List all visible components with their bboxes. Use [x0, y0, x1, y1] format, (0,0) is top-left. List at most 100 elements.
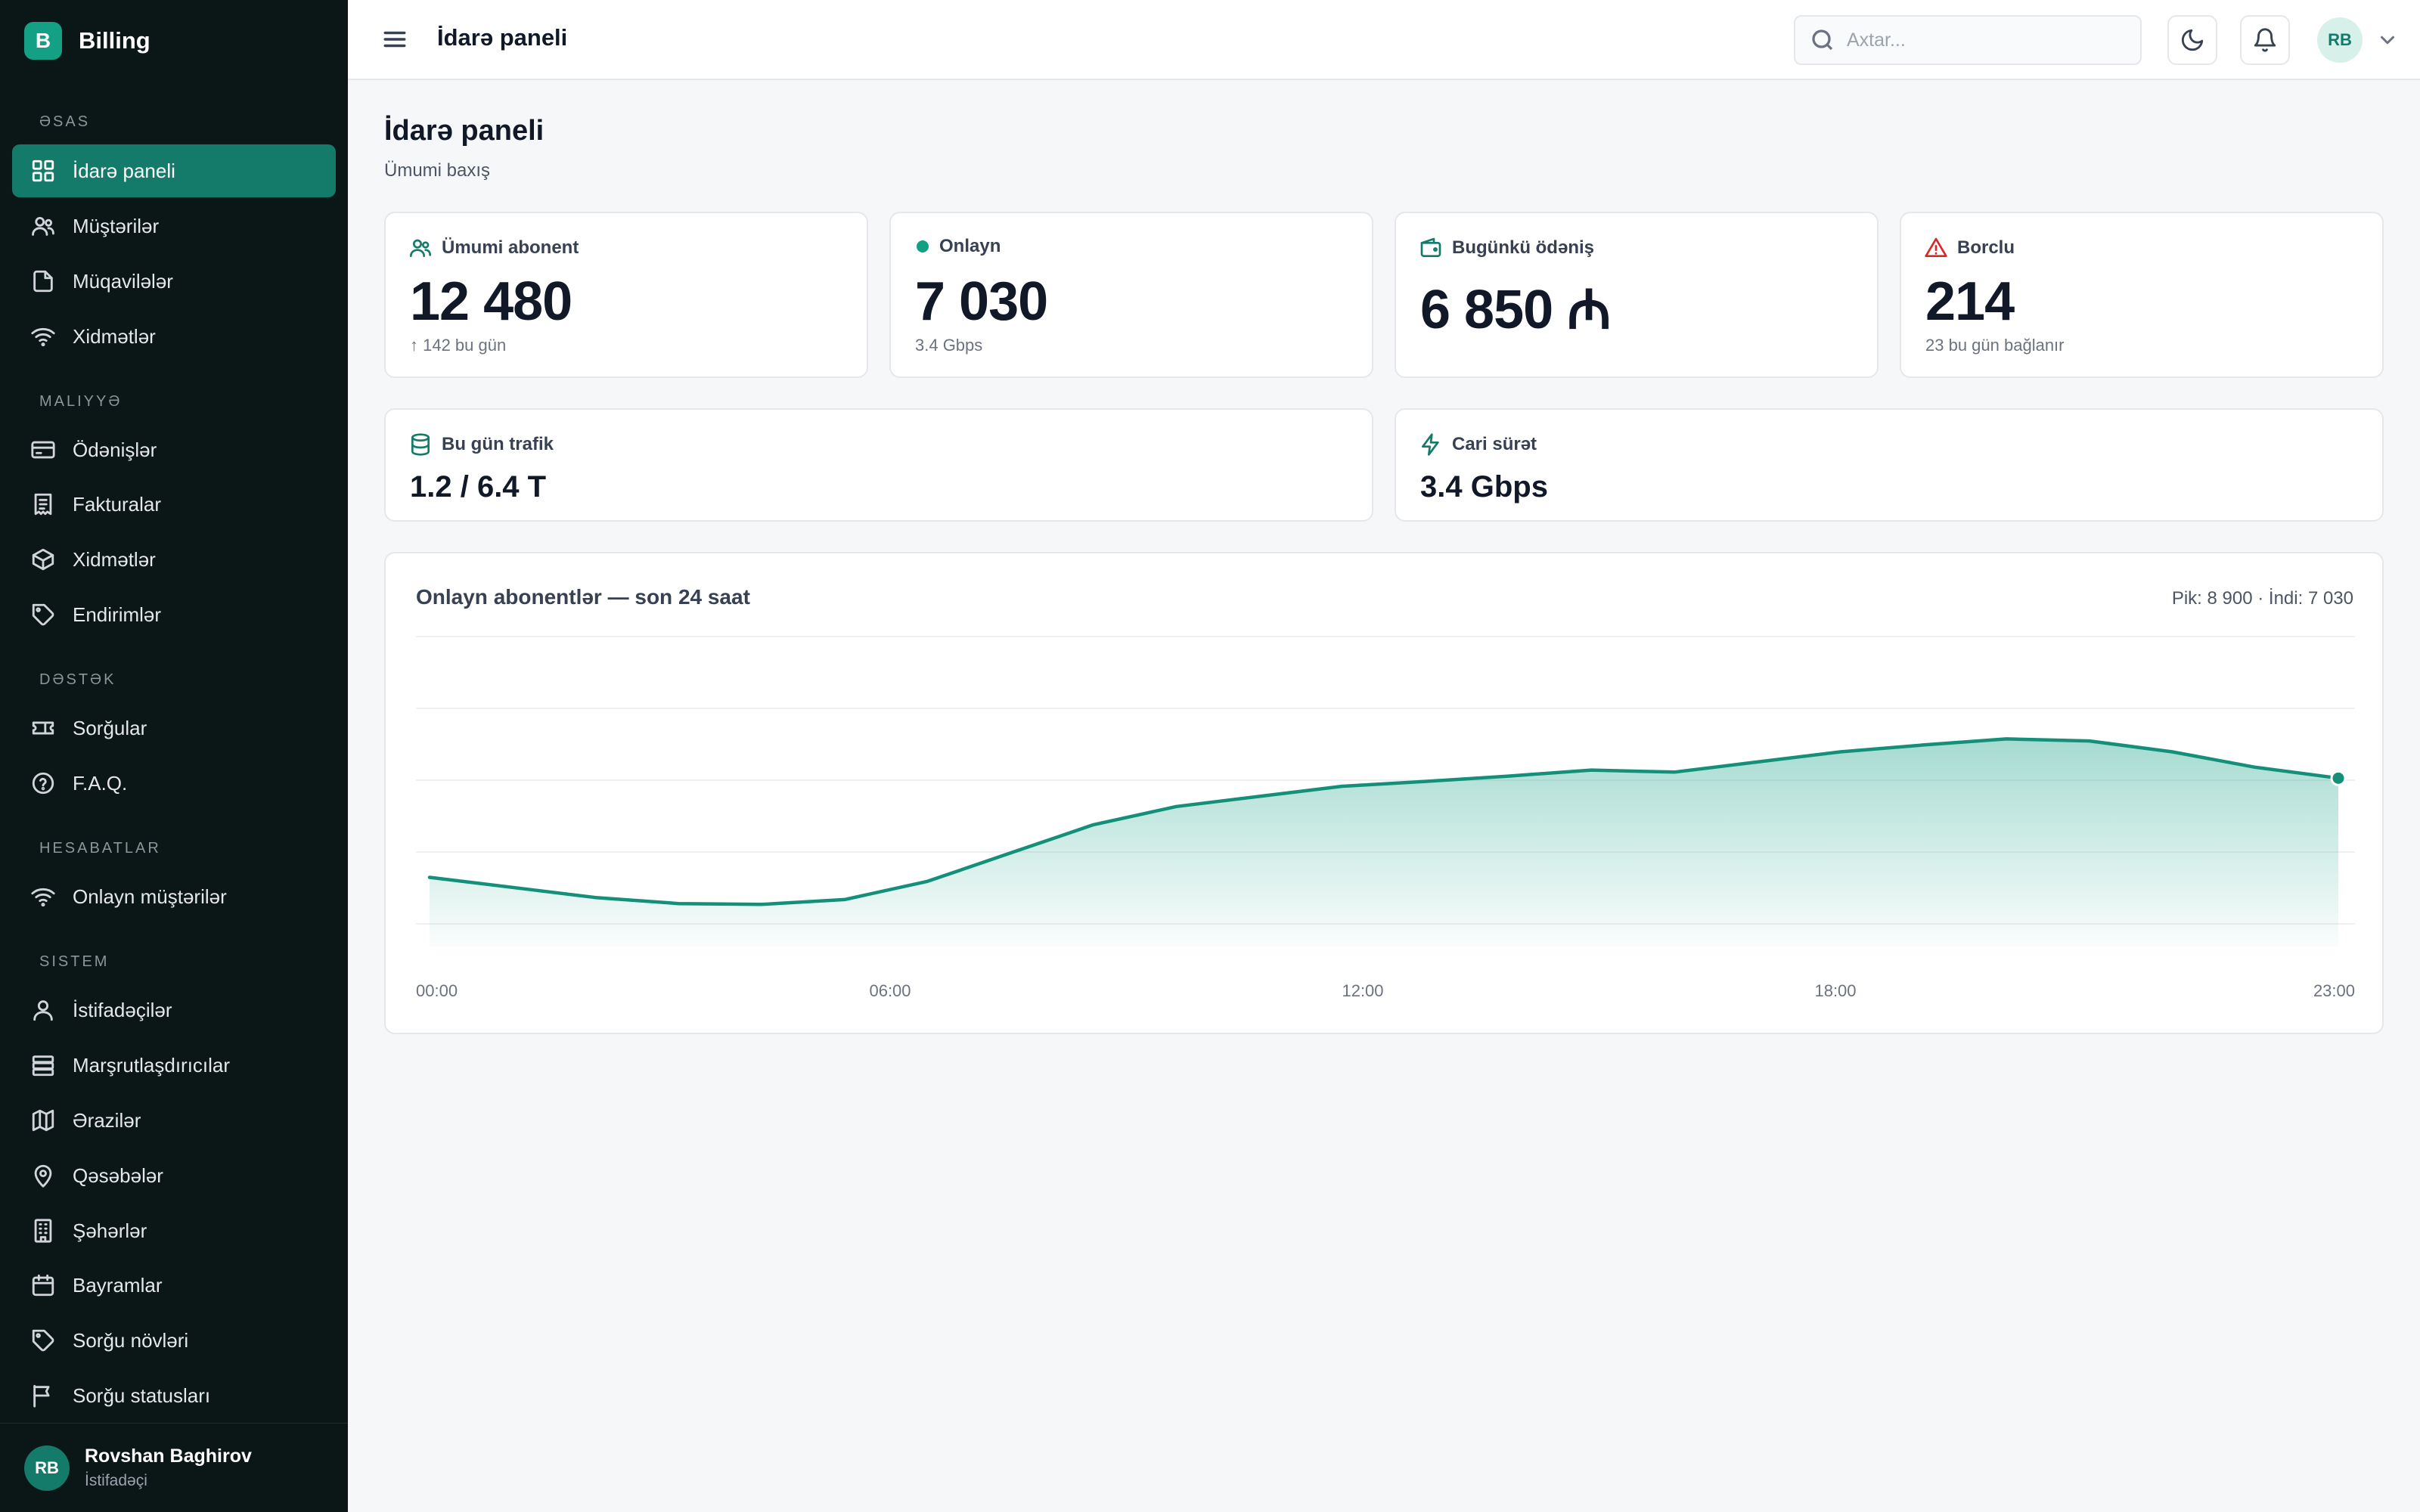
moon-icon: [2181, 29, 2204, 51]
sidebar-item[interactable]: Onlayn müştərilər: [12, 870, 336, 923]
sidebar-item-label: Şəhərlər: [73, 1219, 147, 1242]
sidebar-item[interactable]: İstifadəçilər: [12, 984, 336, 1036]
chart-point: [1256, 793, 1262, 799]
sidebar-item-label: Endirimlər: [73, 603, 162, 626]
sidebar-item-label: Onlayn müştərilər: [73, 885, 227, 908]
sidebar-item[interactable]: F.A.Q.: [12, 757, 336, 810]
topbar-avatar[interactable]: RB: [2317, 17, 2363, 63]
sidebar-item[interactable]: Qəsəbələr: [12, 1149, 336, 1202]
menu-button[interactable]: [378, 23, 411, 56]
stat-card-debtors: Borclu 214 23 bu gün bağlanır: [1900, 212, 2384, 378]
user-icon: [29, 996, 57, 1024]
sidebar-item-label: Qəsəbələr: [73, 1163, 163, 1187]
theme-toggle-button[interactable]: [2167, 15, 2217, 65]
chart-point: [2086, 738, 2093, 744]
user-role: İstifadəçi: [85, 1472, 147, 1489]
chart-point: [675, 900, 681, 906]
chart-title: Onlayn abonentlər — son 24 saat: [416, 585, 750, 609]
credit-card-icon: [29, 435, 57, 464]
server-icon: [29, 1051, 57, 1080]
sidebar-item-label: Bayramlar: [73, 1273, 163, 1297]
sidebar-section-label: DƏSTƏK: [39, 671, 116, 688]
page-title: İdarə paneli: [384, 115, 544, 147]
stat-label: Bugünkü ödəniş: [1452, 237, 1594, 258]
sidebar-item[interactable]: Sorğular: [12, 702, 336, 754]
notifications-button[interactable]: [2240, 15, 2290, 65]
brand[interactable]: B Billing: [24, 21, 150, 60]
ticket-icon: [29, 714, 57, 742]
sidebar: B Billing ƏSAS İdarə paneli Müştərilər Müqa…: [0, 0, 348, 1512]
sidebar-item-label: Fakturalar: [73, 492, 162, 516]
x-tick-label: 18:00: [1814, 981, 1856, 1000]
chart-point: [1339, 783, 1345, 789]
x-tick-label: 06:00: [869, 981, 911, 1000]
topbar: İdarə paneli RB: [348, 0, 2420, 80]
sidebar-item-label: Ərazilər: [73, 1108, 141, 1132]
building-icon: [29, 1216, 57, 1245]
zap-icon: [1422, 433, 1439, 456]
chart-point: [592, 894, 598, 900]
sidebar-item-label: Sorğu statusları: [73, 1383, 211, 1407]
sidebar-item[interactable]: Sorğu statusları: [12, 1369, 336, 1422]
chart-area: [430, 739, 2338, 947]
file-icon: [29, 267, 57, 296]
search-icon: [1812, 29, 1833, 51]
box-icon: [29, 545, 57, 574]
sidebar-item[interactable]: Sorğu növləri: [12, 1314, 336, 1367]
chart-point: [924, 878, 930, 885]
chart-point: [842, 897, 848, 903]
chart-point: [1007, 850, 1013, 856]
bell-icon: [2254, 28, 2276, 52]
search-input[interactable]: [1847, 29, 2134, 51]
sidebar-item[interactable]: Marşrutlaşdırıcılar: [12, 1039, 336, 1092]
stat-label: Bu gün trafik: [442, 434, 554, 454]
chart-point: [510, 885, 516, 891]
sidebar-item[interactable]: İdarə paneli: [12, 144, 336, 197]
stat-card-current-speed: Cari sürət 3.4 Gbps: [1395, 408, 2384, 522]
sidebar-item[interactable]: Müqavilələr: [12, 255, 336, 308]
sidebar-section-label: ƏSAS: [39, 113, 91, 130]
chart-card: 00:00 06:00 12:00 18:00 23:00 Onlayn abonent…: [384, 552, 2384, 1034]
sidebar-item[interactable]: Müştərilər: [12, 200, 336, 253]
chart-point: [1091, 822, 1097, 828]
stat-note: 3.4 Gbps: [915, 336, 983, 355]
sidebar-item[interactable]: Ərazilər: [12, 1094, 336, 1147]
user-name: Rovshan Baghirov: [85, 1445, 252, 1467]
wifi-icon: [29, 322, 57, 351]
wifi-icon: [29, 882, 57, 911]
sidebar-item[interactable]: Bayramlar: [12, 1259, 336, 1312]
sidebar-item[interactable]: Endirimlər: [12, 588, 336, 641]
stat-value: 214: [1925, 271, 2015, 332]
stat-note: ↑ 142 bu gün: [410, 336, 507, 355]
sidebar-item[interactable]: Ödənişlər: [12, 423, 336, 476]
chart-point: [2252, 764, 2258, 770]
stat-label: Ümumi abonent: [442, 237, 579, 258]
sidebar-item-label: Müştərilər: [73, 214, 160, 237]
stat-value: 1.2 / 6.4 T: [410, 470, 547, 503]
sidebar-item[interactable]: Şəhərlər: [12, 1204, 336, 1257]
x-tick-label: 00:00: [416, 981, 458, 1000]
chart-point: [759, 901, 765, 907]
chart-point: [1920, 742, 1926, 748]
sidebar-item[interactable]: Xidmətlər: [12, 310, 336, 363]
calendar-icon: [29, 1271, 57, 1300]
users-icon: [29, 212, 57, 240]
search-box[interactable]: [1794, 15, 2142, 65]
sidebar-user[interactable]: RB Rovshan Baghirov İstifadəçi: [0, 1423, 348, 1512]
map-icon: [29, 1106, 57, 1135]
chart-point: [1423, 779, 1429, 785]
sidebar-item-label: Ödənişlər: [73, 438, 157, 461]
sidebar-item[interactable]: Fakturalar: [12, 478, 336, 531]
chart-point: [427, 874, 433, 880]
stat-card-total-subscribers: Ümumi abonent 12 480 ↑ 142 bu gün: [384, 212, 868, 378]
x-tick-label: 12:00: [1342, 981, 1383, 1000]
sidebar-item[interactable]: Xidmətlər: [12, 533, 336, 586]
tag-icon: [29, 1326, 57, 1355]
brand-logo: B: [24, 22, 62, 60]
stat-card-traffic: Bu gün trafik 1.2 / 6.4 T: [384, 408, 1373, 522]
avatar: RB: [24, 1445, 70, 1491]
stat-value: 6 850 ₼: [1420, 280, 1611, 340]
users-icon: [410, 239, 431, 257]
user-menu-toggle[interactable]: [2376, 29, 2399, 51]
stat-value: 7 030: [915, 271, 1048, 332]
